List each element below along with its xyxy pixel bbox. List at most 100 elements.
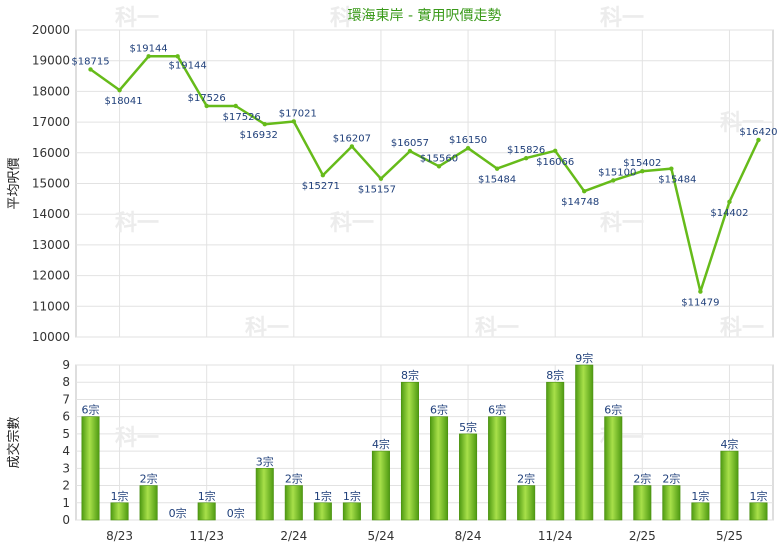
price-point	[204, 103, 209, 109]
transaction-count-label: 6宗	[430, 403, 448, 417]
price-point	[349, 144, 355, 149]
watermark-text: 科一	[245, 316, 289, 341]
transaction-bar	[255, 468, 274, 521]
price-y-tick-label: 20000	[32, 23, 70, 37]
price-y-tick-label: 19000	[32, 54, 70, 68]
price-data-label: $16207	[333, 133, 371, 144]
transaction-bar	[430, 416, 449, 521]
transaction-count-label: 0宗	[227, 506, 245, 520]
price-y-tick-label: 10000	[32, 330, 70, 344]
price-data-label: $15484	[658, 175, 696, 186]
count-y-axis-label: 成交宗數	[6, 416, 22, 468]
price-point	[378, 176, 384, 181]
count-panel-frame	[75, 364, 774, 521]
count-y-tick-label: 4	[62, 444, 70, 458]
price-data-label: $15157	[358, 185, 396, 196]
count-y-tick-label: 6	[62, 410, 70, 424]
count-y-tick-label: 3	[62, 461, 70, 475]
transaction-count-label: 1宗	[749, 489, 767, 503]
count-y-tick-label: 7	[62, 392, 70, 406]
watermark-text: 科一	[330, 211, 374, 236]
price-point	[611, 178, 616, 183]
price-data-label: $14748	[561, 197, 599, 208]
price-point	[88, 67, 93, 72]
price-point	[494, 166, 500, 171]
price-point	[582, 189, 587, 194]
transaction-bar	[81, 416, 100, 521]
price-data-label: $16420	[739, 127, 777, 138]
price-point	[175, 54, 180, 59]
price-point	[698, 289, 703, 294]
transaction-count-label: 4宗	[720, 437, 738, 451]
transaction-bar	[139, 485, 158, 521]
transaction-count-label: 6宗	[82, 403, 100, 417]
x-tick-label: 8/23	[106, 529, 133, 543]
price-data-label: $15560	[420, 153, 458, 164]
transaction-count-label: 2宗	[140, 472, 158, 486]
transaction-count-label: 1宗	[314, 489, 332, 503]
count-y-tick-label: 8	[62, 375, 70, 389]
transaction-bar	[197, 502, 216, 521]
transaction-count-label: 2宗	[285, 472, 303, 486]
watermark-text: 科一	[720, 316, 764, 341]
price-data-label: $18041	[104, 96, 142, 107]
price-y-tick-label: 18000	[32, 84, 70, 98]
price-y-tick-label: 12000	[32, 269, 70, 283]
transaction-count-label: 1宗	[691, 489, 709, 503]
x-tick-label: 5/24	[367, 529, 394, 543]
price-point	[436, 164, 442, 169]
x-tick-label: 2/24	[280, 529, 307, 543]
transaction-bar	[459, 433, 478, 521]
transaction-count-label: 4宗	[372, 437, 390, 451]
count-y-tick-label: 0	[62, 513, 70, 527]
price-point	[756, 137, 761, 143]
price-data-label: $15271	[302, 181, 340, 192]
transaction-count-label: 3宗	[256, 454, 274, 468]
watermark-text: 科一	[600, 6, 644, 31]
price-point	[523, 155, 529, 161]
transaction-bar	[400, 381, 419, 521]
transaction-bar	[342, 502, 361, 521]
transaction-count-label: 1宗	[111, 489, 129, 503]
price-data-label: $14402	[710, 208, 748, 219]
transaction-count-label: 8宗	[401, 368, 419, 382]
price-data-label: $15100	[598, 167, 636, 178]
price-point	[669, 166, 674, 171]
transaction-count-label: 2宗	[633, 472, 651, 486]
price-data-label: $16066	[536, 157, 574, 168]
price-data-label: $19144	[130, 43, 168, 54]
price-y-axis-label: 平均呎價	[7, 157, 22, 209]
price-data-label: $11479	[681, 298, 719, 309]
x-tick-label: 5/25	[716, 529, 743, 543]
count-y-tick-label: 9	[62, 358, 70, 372]
transaction-bar	[546, 381, 565, 521]
count-y-tick-label: 1	[62, 496, 70, 510]
transaction-bar	[662, 485, 681, 521]
watermark-text: 科一	[115, 426, 159, 451]
transaction-count-label: 0宗	[169, 506, 187, 520]
transaction-bar	[284, 485, 303, 521]
x-tick-label: 11/23	[189, 529, 224, 543]
price-data-label: $15402	[623, 158, 661, 169]
transaction-count-label: 6宗	[488, 403, 506, 417]
price-y-tick-label: 16000	[32, 146, 70, 160]
watermark-text: 科一	[720, 111, 764, 136]
price-data-label: $17526	[188, 93, 226, 104]
transaction-count-label: 2宗	[662, 472, 680, 486]
x-tick-label: 2/25	[629, 529, 656, 543]
price-point	[727, 199, 732, 205]
watermark-text: 科一	[115, 6, 159, 31]
price-data-label: $16932	[240, 130, 278, 141]
price-data-label: $17021	[279, 108, 317, 119]
price-point	[465, 145, 471, 151]
price-data-label: $17526	[223, 112, 261, 123]
transaction-bar	[691, 502, 710, 521]
price-point	[291, 119, 297, 124]
transaction-bar	[633, 485, 652, 521]
watermark-text: 科一	[475, 316, 519, 341]
transaction-count-label: 5宗	[459, 420, 477, 434]
chart-title: 環海東岸 - 實用呎價走勢	[348, 7, 502, 24]
price-data-label: $19144	[169, 60, 207, 71]
transaction-bar	[371, 450, 390, 521]
transaction-bar	[575, 364, 594, 521]
